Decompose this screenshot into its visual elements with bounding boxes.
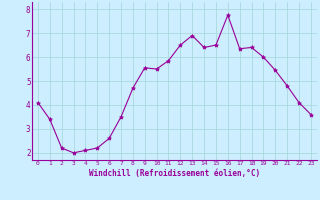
X-axis label: Windchill (Refroidissement éolien,°C): Windchill (Refroidissement éolien,°C) [89, 169, 260, 178]
